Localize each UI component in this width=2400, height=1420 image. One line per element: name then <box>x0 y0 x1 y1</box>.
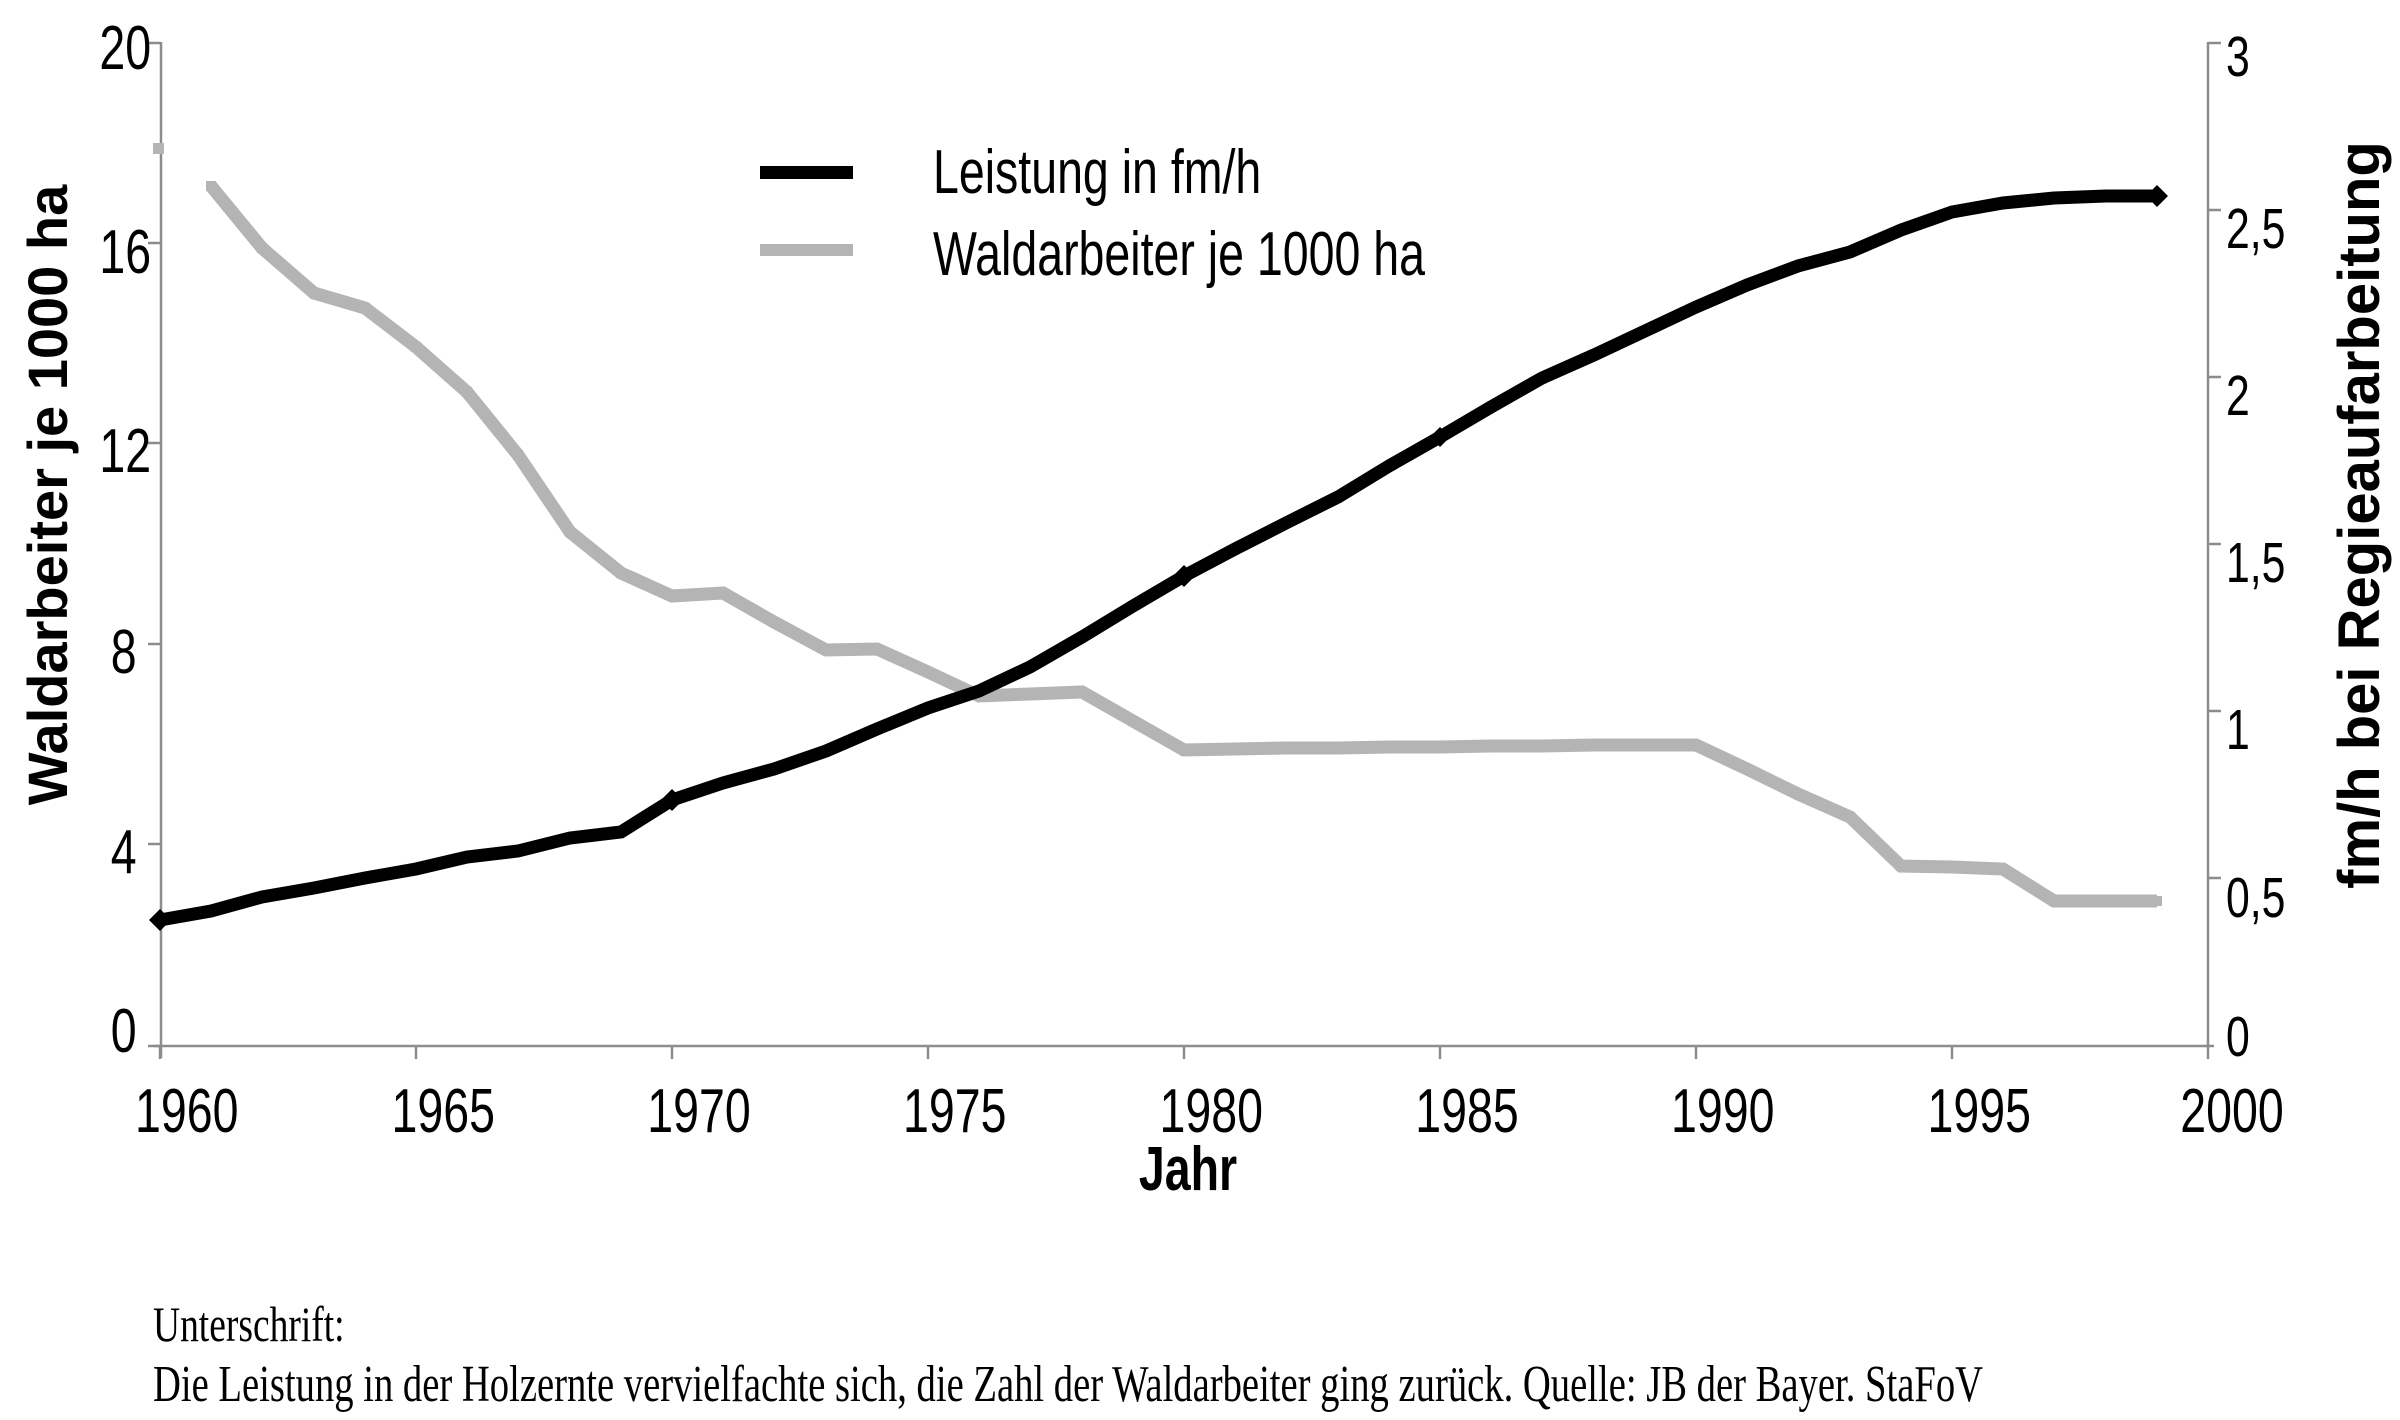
svg-text:1970: 1970 <box>647 1075 750 1145</box>
svg-text:1975: 1975 <box>903 1075 1006 1145</box>
svg-text:1980: 1980 <box>1160 1075 1263 1145</box>
svg-text:2000: 2000 <box>2180 1075 2283 1145</box>
svg-text:2: 2 <box>2226 363 2250 427</box>
svg-text:0,5: 0,5 <box>2226 865 2285 929</box>
svg-text:Unterschrift:: Unterschrift: <box>153 1297 345 1352</box>
svg-text:0: 0 <box>2226 1004 2250 1068</box>
svg-text:3: 3 <box>2226 24 2250 88</box>
svg-text:1985: 1985 <box>1415 1075 1518 1145</box>
svg-text:1990: 1990 <box>1671 1075 1774 1145</box>
svg-text:8: 8 <box>111 616 137 686</box>
svg-text:1960: 1960 <box>135 1075 238 1145</box>
svg-text:2,5: 2,5 <box>2226 196 2285 260</box>
svg-text:1995: 1995 <box>1928 1075 2031 1145</box>
svg-text:1965: 1965 <box>392 1075 495 1145</box>
svg-text:20: 20 <box>99 12 151 82</box>
svg-text:1,5: 1,5 <box>2226 530 2285 594</box>
svg-text:Leistung in fm/h: Leistung in fm/h <box>933 136 1261 206</box>
svg-text:1: 1 <box>2226 697 2250 761</box>
svg-text:16: 16 <box>99 216 151 286</box>
svg-text:12: 12 <box>99 415 151 485</box>
svg-text:4: 4 <box>111 816 137 886</box>
svg-text:fm/h bei Regieaufarbeitung: fm/h bei Regieaufarbeitung <box>2327 141 2392 889</box>
svg-text:Waldarbeiter je 1000 ha: Waldarbeiter je 1000 ha <box>933 218 1425 288</box>
svg-text:Jahr: Jahr <box>1139 1133 1237 1203</box>
svg-text:Waldarbeiter je 1000 ha: Waldarbeiter je 1000 ha <box>16 184 79 805</box>
svg-text:0: 0 <box>111 995 137 1065</box>
svg-text:Die Leistung in der Holzernte: Die Leistung in der Holzernte vervielfac… <box>153 1355 1983 1413</box>
